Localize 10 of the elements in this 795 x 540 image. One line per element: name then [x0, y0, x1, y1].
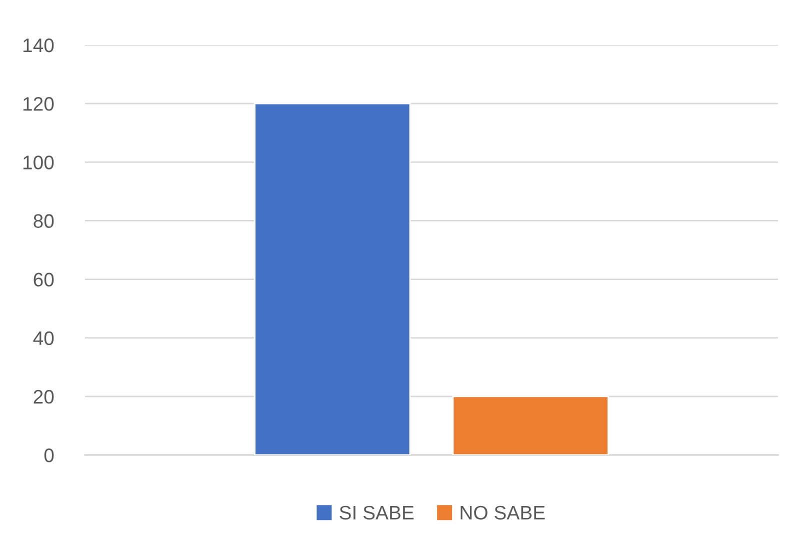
y-tick-label: 80 [34, 214, 54, 228]
y-tick-label: 100 [23, 156, 54, 170]
y-tick-label: 140 [23, 38, 54, 52]
y-tick-label: 120 [23, 97, 54, 111]
legend-label: NO SABE [460, 506, 545, 520]
y-tick-label: 0 [44, 448, 54, 462]
y-tick-label: 40 [33, 331, 54, 346]
y-tick-label: 20 [34, 390, 54, 404]
legend-label: SI SABE [340, 506, 414, 520]
y-tick-label: 60 [34, 272, 54, 287]
